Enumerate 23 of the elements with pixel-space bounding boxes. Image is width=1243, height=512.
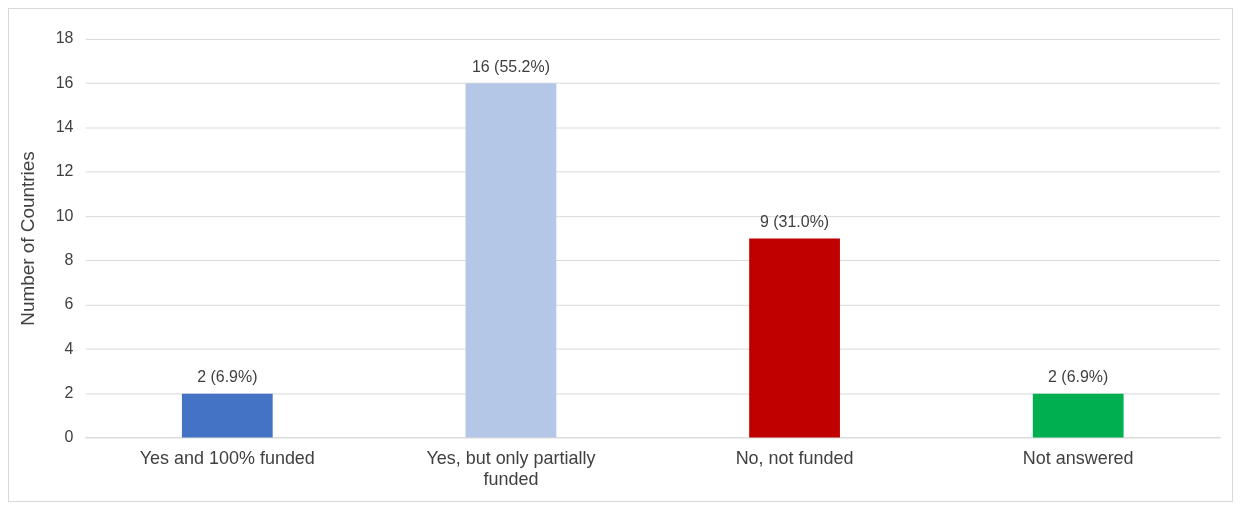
x-tick-label: Yes and 100% funded bbox=[139, 447, 315, 468]
data-label: 9 (31.0%) bbox=[759, 212, 830, 230]
y-tick-label: 18 bbox=[55, 29, 74, 47]
data-label: 16 (55.2%) bbox=[471, 57, 550, 75]
y-tick-label: 14 bbox=[55, 117, 74, 135]
y-tick-label: 16 bbox=[55, 73, 74, 91]
y-tick-label: 0 bbox=[64, 428, 74, 446]
bar bbox=[465, 83, 557, 438]
bar bbox=[749, 238, 840, 438]
x-tick-label: No, not funded bbox=[735, 447, 854, 468]
y-axis-title: Number of Countries bbox=[16, 151, 38, 326]
data-label: 2 (6.9%) bbox=[1048, 368, 1109, 386]
bar bbox=[1032, 393, 1124, 438]
x-tick-label: Not answered bbox=[1022, 447, 1134, 468]
bar bbox=[181, 393, 273, 438]
y-tick-label: 2 bbox=[64, 384, 74, 402]
data-label: 2 (6.9%) bbox=[197, 368, 258, 386]
x-tick-label: Yes, but only partially funded bbox=[426, 447, 596, 490]
y-tick-label: 4 bbox=[64, 339, 74, 357]
y-tick-label: 10 bbox=[55, 206, 74, 224]
y-tick-label: 6 bbox=[64, 295, 74, 313]
y-tick-label: 12 bbox=[55, 162, 74, 180]
y-tick-label: 8 bbox=[64, 251, 74, 269]
